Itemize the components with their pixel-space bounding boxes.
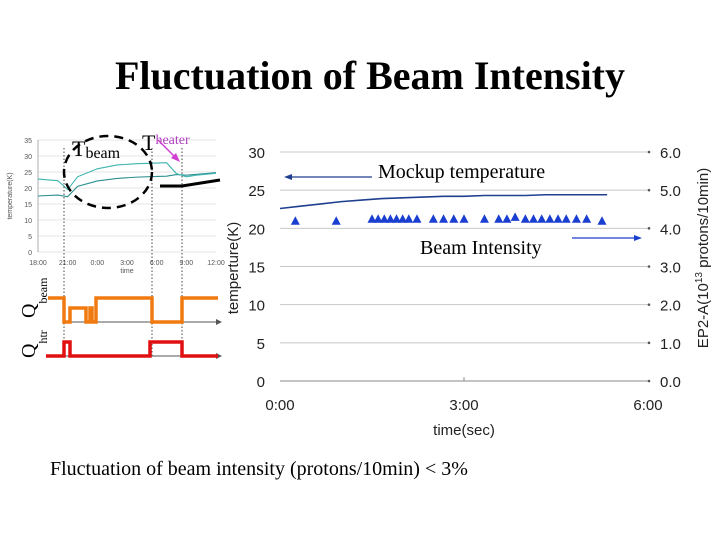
temperature-series-line — [279, 193, 608, 210]
main-chart: 0 5 10 15 20 25 30 0.0 1.0 2.0 3.0 4.0 5.0 6.0 0:00 3:0… — [225, 145, 712, 439]
x-axis-label: time(sec) — [433, 422, 495, 439]
y2-tick-mark — [647, 379, 651, 383]
inset-y-tick-label: 10 — [24, 218, 32, 225]
y-tick-label: 30 — [248, 145, 265, 162]
q-beam-axis-arrow — [216, 319, 222, 325]
y2-tick-label: 4.0 — [660, 221, 681, 238]
inset-x-axis-label: time — [120, 268, 133, 275]
inset-x-tick-label: 0:00 — [91, 260, 105, 267]
y-tick-label: 25 — [248, 183, 265, 200]
annotation-beam-intensity: Beam Intensity — [420, 237, 542, 259]
inset-y-tick-label: 20 — [24, 186, 32, 193]
beam-intensity-marker — [412, 214, 422, 223]
beam-intensity-marker — [597, 216, 607, 225]
beam-intensity-marker — [459, 214, 469, 223]
beam-intensity-marker — [439, 214, 449, 223]
mockup-arrowhead — [284, 174, 292, 180]
beam-intensity-marker — [494, 214, 504, 223]
q-heater-pulse-line — [46, 340, 218, 358]
inset-series-line — [37, 162, 217, 191]
beam-intensity-marker — [392, 214, 402, 223]
inset-x-tick-label: 9:00 — [180, 260, 194, 267]
x-tick-label: 0:00 — [265, 397, 294, 414]
inset-y-tick-label: 25 — [24, 170, 32, 177]
annotations: Mockup temperature Beam Intensity — [284, 161, 642, 259]
inset-x-tick-label: 6:00 — [150, 260, 164, 267]
inset-x-tick-label: 18:00 — [29, 260, 47, 267]
y2-tick-label: 6.0 — [660, 145, 681, 162]
inset-y-tick-label: 30 — [24, 154, 32, 161]
beam-intensity-marker — [561, 214, 571, 223]
inset-y-tick-label: 35 — [24, 138, 32, 145]
q-beam-pulse-line — [48, 296, 218, 324]
inset-y-tick-label: 5 — [28, 234, 32, 241]
y-tick-label: 5 — [257, 336, 265, 353]
y2-tick-mark — [647, 303, 651, 306]
beam-intensity-marker — [510, 212, 520, 221]
beam-intensity-marker — [428, 214, 438, 223]
t-heater-label: Theater — [142, 130, 190, 155]
beam-intensity-marker — [571, 214, 581, 223]
page-title: Fluctuation of Beam Intensity — [115, 53, 625, 98]
t-heater-arrowhead — [171, 153, 180, 162]
y2-tick-label: 3.0 — [660, 260, 681, 277]
caption: Fluctuation of beam intensity (protons/1… — [50, 458, 468, 480]
inset-y-tick-label: 15 — [24, 202, 32, 209]
beam-intensity-marker — [529, 214, 539, 223]
y2-tick-label: 1.0 — [660, 336, 681, 353]
y-tick-label: 15 — [248, 260, 265, 277]
inset-y-axis-label: temperature(K) — [7, 172, 14, 219]
y2-tick-mark — [647, 227, 651, 230]
annotation-mockup-temperature: Mockup temperature — [378, 161, 545, 183]
y2-tick-label: 5.0 — [660, 183, 681, 200]
inset-y-tick-label: 0 — [28, 250, 32, 257]
y2-tick-mark — [647, 265, 651, 268]
beam-intensity-marker — [582, 214, 592, 223]
beam-intensity-marker — [373, 214, 383, 223]
x-tick-label: 6:00 — [633, 397, 662, 414]
beam-intensity-marker — [449, 214, 459, 223]
y-tick-label: 0 — [257, 374, 265, 391]
y2-tick-mark — [647, 150, 651, 154]
beam-intensity-marker — [331, 216, 341, 225]
y2-axis-label: EP2-A(1013 protons/10min) — [694, 168, 712, 348]
beam-intensity-marker — [502, 214, 512, 223]
beam-intensity-marker — [520, 214, 530, 223]
beam-intensity-marker — [398, 214, 408, 223]
pulse-plots: Qbeam Qhtr Tbeam Theater — [18, 130, 222, 359]
beam-intensity-marker — [404, 214, 414, 223]
y2-tick-label: 2.0 — [660, 298, 681, 315]
y2-tick-mark — [647, 188, 651, 192]
inset-x-tick-label: 3:00 — [120, 260, 134, 267]
pointer-line — [160, 178, 221, 188]
beam-intensity-marker — [545, 214, 555, 223]
beam-intensity-marker — [479, 214, 489, 223]
beam-intensity-marker — [379, 214, 389, 223]
x-tick-label: 3:00 — [449, 397, 478, 414]
y-axis-label: temperture(K) — [225, 222, 242, 315]
beam-intensity-marker — [290, 216, 300, 225]
beam-intensity-marker — [553, 214, 563, 223]
y2-tick-label: 0.0 — [660, 374, 681, 391]
beam-intensity-marker — [537, 214, 547, 223]
q-heater-label: Qhtr — [18, 330, 50, 358]
beam-intensity-marker — [385, 214, 395, 223]
t-beam-label: Tbeam — [72, 136, 121, 162]
beam-intensity-marker — [367, 214, 377, 223]
y-tick-label: 20 — [248, 221, 265, 238]
beam-arrowhead — [634, 235, 642, 241]
y2-tick-mark — [647, 341, 651, 345]
q-beam-label: Qbeam — [18, 277, 50, 318]
inset-x-tick-label: 12:00 — [207, 260, 225, 267]
inset-x-tick-label: 21:00 — [59, 260, 77, 267]
t-heater-arrow — [157, 139, 177, 159]
y-tick-label: 10 — [248, 298, 265, 315]
highlight-ellipse — [62, 134, 154, 210]
inset-series-line — [37, 172, 217, 198]
